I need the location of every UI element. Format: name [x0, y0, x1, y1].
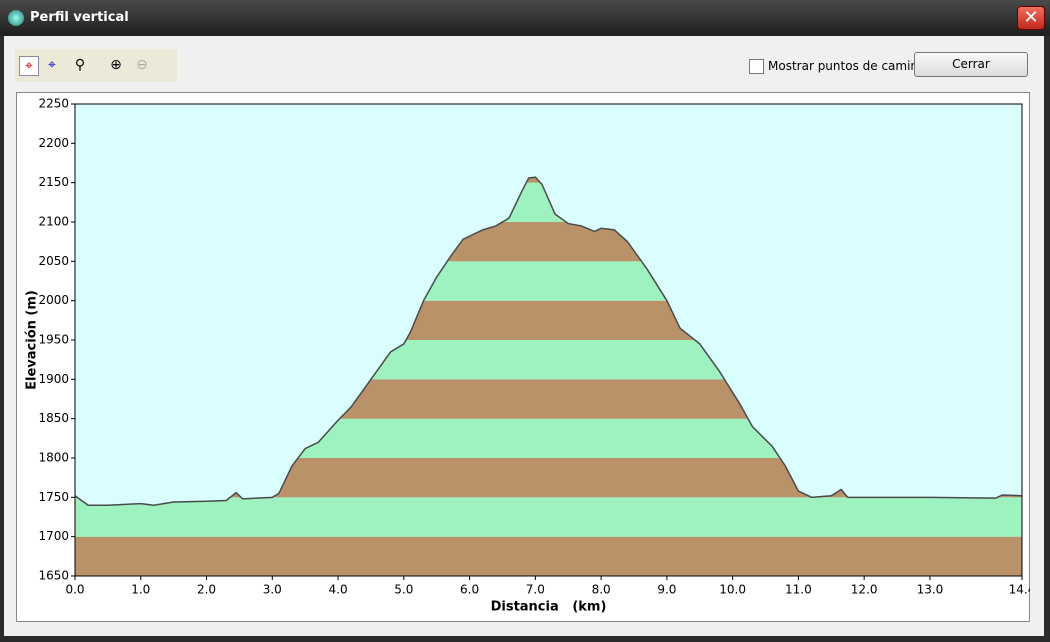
y-tick-label: 1900: [38, 372, 69, 386]
tool-zoom-in[interactable]: ⊕: [110, 57, 122, 73]
close-button[interactable]: ✕: [1017, 6, 1045, 30]
x-tick-label: 7.0: [526, 583, 545, 597]
x-axis-label: Distancia (km): [491, 600, 607, 615]
x-tick-label: 8.0: [592, 583, 611, 597]
title-bar: Perfil vertical ✕: [0, 0, 1050, 36]
toolbar: ⌖ ⌖ ⚲ ⊕ ⊖: [15, 49, 177, 82]
checkbox-label[interactable]: Mostrar puntos de camino: [768, 59, 926, 73]
tool-crosshair[interactable]: ⌖: [19, 56, 39, 76]
tool-zoom-out[interactable]: ⊖: [136, 57, 148, 73]
x-tick-label: 11.0: [785, 583, 812, 597]
close-dialog-button[interactable]: Cerrar: [914, 52, 1028, 77]
x-tick-label: 13.0: [917, 583, 944, 597]
x-tick-label: 4.0: [329, 583, 348, 597]
y-tick-label: 2200: [38, 136, 69, 150]
window-title: Perfil vertical: [30, 10, 129, 25]
x-tick-label: 12.0: [851, 583, 878, 597]
elevation-line: [74, 176, 1023, 506]
y-tick-label: 1800: [38, 451, 69, 465]
chart: 1650 1700 1750 1800 1850 1900 1950 2000 2050 2100…: [16, 92, 1030, 622]
y-axis-label: Elevación (m): [25, 290, 40, 390]
x-tick-label: 1.0: [131, 583, 150, 597]
x-tick-label: 6.0: [460, 583, 479, 597]
x-tick-label: 10.0: [719, 583, 746, 597]
y-tick-label: 2250: [38, 97, 69, 111]
elevation-band: [75, 497, 1022, 537]
x-tick-label: 0.0: [65, 583, 84, 597]
y-tick-label: 1700: [38, 529, 69, 543]
elevation-band: [75, 536, 1022, 576]
x-tick-label: 2.0: [197, 583, 216, 597]
checkbox[interactable]: [749, 59, 764, 74]
tool-crosshair-blue[interactable]: ⌖: [48, 57, 56, 73]
x-tick-label: 14.4: [1009, 583, 1030, 597]
app-icon: [8, 10, 24, 26]
y-tick-label: 2050: [38, 254, 69, 268]
y-tick-label: 2000: [38, 293, 69, 307]
x-tick-label: 9.0: [657, 583, 676, 597]
y-tick-label: 2100: [38, 215, 69, 229]
y-tick-label: 1650: [38, 569, 69, 583]
x-tick-label: 3.0: [263, 583, 282, 597]
tool-zoom-area[interactable]: ⚲: [74, 57, 86, 73]
window-body: ⌖ ⌖ ⚲ ⊕ ⊖ Mostrar puntos de camino Cerra…: [4, 36, 1044, 636]
x-tick-label: 5.0: [394, 583, 413, 597]
y-tick-label: 1750: [38, 490, 69, 504]
y-tick-label: 1850: [38, 411, 69, 425]
y-tick-label: 2150: [38, 175, 69, 189]
y-tick-label: 1950: [38, 333, 69, 347]
